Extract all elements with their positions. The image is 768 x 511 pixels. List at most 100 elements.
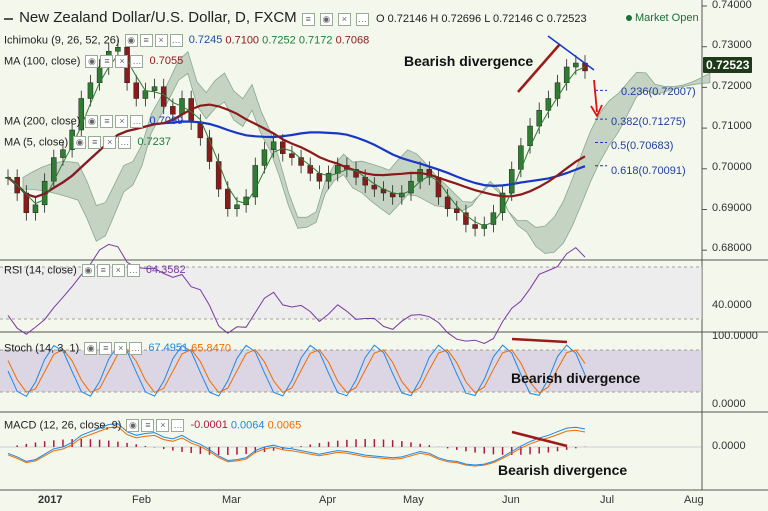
macd-line <box>7 423 586 466</box>
ma5-value: 0.7237 <box>137 136 171 149</box>
ma5-line <box>7 54 586 227</box>
candle-body <box>536 110 542 127</box>
ma200-line <box>7 120 586 199</box>
macd-line-value: 0.0064 <box>230 419 265 432</box>
eye-icon[interactable]: ◉ <box>124 34 138 47</box>
rsi-value: 64.3582 <box>145 264 186 277</box>
stoch-divergence-line <box>511 337 568 344</box>
close-icon[interactable]: × <box>156 419 170 432</box>
close-icon[interactable]: × <box>114 342 128 355</box>
stoch-band <box>0 350 702 392</box>
candle-body <box>115 47 121 52</box>
ma200-label: MA (200, close) <box>4 115 81 128</box>
month-label-apr: Apr <box>319 494 337 506</box>
rsi-tick-40: 40.0000 <box>712 299 752 311</box>
candle-body <box>289 153 295 158</box>
chart-title: New Zealand Dollar/U.S. Dollar, D, FXCM <box>19 9 297 26</box>
macd-hist-value: -0.0001 <box>190 419 228 432</box>
ma200-value: 0.7099 <box>149 115 184 128</box>
macd-bearish-divergence-label: Bearish divergence <box>498 462 628 478</box>
more-icon[interactable]: … <box>126 264 140 277</box>
more-icon[interactable]: … <box>130 115 144 128</box>
price-tick-0: 0.74000 <box>712 0 752 11</box>
more-icon[interactable]: … <box>355 12 369 26</box>
status-dot-icon <box>626 15 632 22</box>
ichimoku-value-0: 0.7245 <box>188 34 223 47</box>
legend-ma5[interactable]: MA (5, close) ◉ ≡ ×… 0.7237 <box>4 136 171 149</box>
legend-ma100[interactable]: MA (100, close) ◉ ≡ ×… 0.7055 <box>4 55 183 68</box>
eye-icon[interactable]: ◉ <box>81 264 95 277</box>
stoch-k-line <box>7 344 586 397</box>
fib-label-0382: 0.382(0.71275) <box>611 116 686 128</box>
rsi-label: RSI (14, close) <box>4 264 77 277</box>
macd-legend[interactable]: MACD (12, 26, close, 9) ◉ ≡ ×… -0.0001 0.0… <box>4 419 301 432</box>
ma5-label: MA (5, close) <box>4 136 69 149</box>
more-icon[interactable]: … <box>118 136 132 149</box>
more-icon[interactable]: … <box>169 34 183 47</box>
rsi-legend[interactable]: RSI (14, close) ◉ ≡ ×… 64.3582 <box>4 264 186 277</box>
ohlc-readout: O 0.72146 H 0.72696 L 0.72146 C 0.72523 <box>375 13 587 25</box>
price-tick-1: 0.73000 <box>712 39 752 51</box>
close-icon[interactable]: × <box>103 136 117 149</box>
minus-icon[interactable] <box>4 18 13 21</box>
main-bearish-divergence-label: Bearish divergence <box>404 53 534 69</box>
close-icon[interactable]: × <box>337 12 351 26</box>
settings-icon[interactable]: ≡ <box>99 342 113 355</box>
close-icon[interactable]: × <box>111 264 125 277</box>
eye-icon[interactable]: ◉ <box>85 115 99 128</box>
stoch-k-value: 67.4951 <box>148 342 189 355</box>
candle-body <box>270 141 277 150</box>
settings-icon[interactable]: ≡ <box>100 55 114 68</box>
down-arrow-shaft <box>593 79 598 113</box>
candle-body <box>554 82 561 99</box>
candle-body <box>151 86 158 91</box>
settings-icon[interactable]: ≡ <box>141 419 155 432</box>
header: New Zealand Dollar/U.S. Dollar, D, FXCM … <box>4 9 587 26</box>
fib-label-05: 0.5(0.70683) <box>611 140 674 152</box>
settings-icon[interactable]: ≡ <box>301 12 315 26</box>
macd-signal-value: 0.0065 <box>267 419 302 432</box>
stoch-d-line <box>7 348 586 394</box>
more-icon[interactable]: … <box>129 342 143 355</box>
settings-icon[interactable]: ≡ <box>100 115 114 128</box>
settings-icon[interactable]: ≡ <box>139 34 153 47</box>
candle-body <box>454 208 460 213</box>
price-tick-6: 0.68000 <box>712 242 752 254</box>
more-icon[interactable]: … <box>130 55 144 68</box>
price-tick-2: 0.72000 <box>712 80 752 92</box>
stoch-legend[interactable]: Stoch (14, 3, 1) ◉ ≡ ×… 67.4951 65.8470 <box>4 342 231 355</box>
candle-body <box>417 169 423 182</box>
candle-body <box>170 106 176 115</box>
month-label-feb: Feb <box>132 494 151 506</box>
candle-body <box>261 149 268 166</box>
candle-body <box>508 169 515 194</box>
legend-ichimoku[interactable]: Ichimoku (9, 26, 52, 26) ◉ ≡ ×… 0.7245 0.7… <box>4 34 369 47</box>
month-label-jun: Jun <box>502 494 520 506</box>
ichimoku-value-1: 0.7100 <box>225 34 260 47</box>
ichimoku-value-3: 0.7172 <box>298 34 333 47</box>
eye-icon[interactable]: ◉ <box>319 12 333 26</box>
current-price-badge: 0.72523 <box>703 57 753 73</box>
ma100-value: 0.7055 <box>149 55 184 68</box>
settings-icon[interactable]: ≡ <box>88 136 102 149</box>
candle-body <box>325 173 332 182</box>
eye-icon[interactable]: ◉ <box>73 136 87 149</box>
ichimoku-label: Ichimoku (9, 26, 52, 26) <box>4 34 120 47</box>
settings-icon[interactable]: ≡ <box>96 264 110 277</box>
more-icon[interactable]: … <box>171 419 185 432</box>
rsi-line <box>7 243 586 345</box>
candle-body <box>399 192 405 198</box>
candle-body <box>206 137 213 162</box>
close-icon[interactable]: × <box>115 55 129 68</box>
candle-body <box>60 149 66 158</box>
legend-ma200[interactable]: MA (200, close) ◉ ≡ ×… 0.7099 <box>4 115 183 128</box>
eye-icon[interactable]: ◉ <box>84 342 98 355</box>
close-icon[interactable]: × <box>115 115 129 128</box>
close-icon[interactable]: × <box>154 34 168 47</box>
fib-label-0618: 0.618(0.70091) <box>611 165 686 177</box>
candle-body <box>545 98 552 111</box>
eye-icon[interactable]: ◉ <box>85 55 99 68</box>
eye-icon[interactable]: ◉ <box>126 419 140 432</box>
price-tick-4: 0.70000 <box>712 161 752 173</box>
